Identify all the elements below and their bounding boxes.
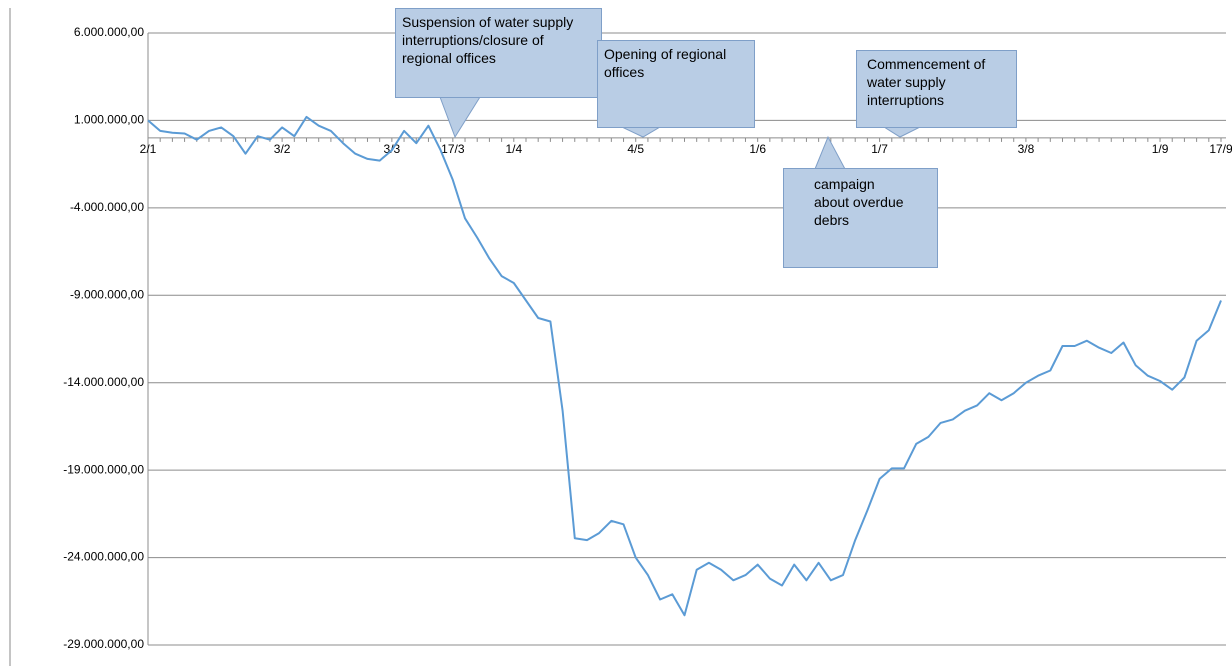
- y-tick-label: -4.000.000,00: [70, 200, 144, 214]
- x-tick-label: 1/7: [871, 142, 888, 156]
- data-line: [147, 115, 1222, 617]
- y-tick-label: -29.000.000,00: [63, 637, 144, 651]
- y-tick-label: -19.000.000,00: [63, 462, 144, 476]
- x-tick-label: 3/2: [274, 142, 291, 156]
- y-tick-label: 6.000.000,00: [74, 25, 144, 39]
- y-tick-label: 1.000.000,00: [74, 113, 144, 127]
- callout-tail: [621, 126, 662, 138]
- y-tick-label: -24.000.000,00: [63, 550, 144, 564]
- callout: Commencement of water supply interruptio…: [856, 50, 1017, 128]
- x-tick-label: 3/8: [1018, 142, 1035, 156]
- x-tick-label: 2/1: [140, 142, 157, 156]
- x-tick-label: 1/6: [749, 142, 766, 156]
- x-tick-label: 17/3: [441, 142, 465, 156]
- callout: Opening of regional offices: [597, 40, 755, 128]
- x-tick-label: 1/4: [505, 142, 522, 156]
- x-tick-label: 4/5: [627, 142, 644, 156]
- callout-tail: [439, 96, 481, 139]
- callout-tail: [814, 135, 846, 170]
- y-tick-label: -9.000.000,00: [70, 287, 144, 301]
- x-tick-label: 1/9: [1152, 142, 1169, 156]
- callout: campaign about overdue debrs: [783, 168, 938, 268]
- callout: Suspension of water supply interruptions…: [395, 8, 602, 98]
- x-tick-label: 17/9: [1209, 142, 1232, 156]
- y-tick-label: -14.000.000,00: [63, 375, 144, 389]
- callout-tail: [882, 126, 921, 138]
